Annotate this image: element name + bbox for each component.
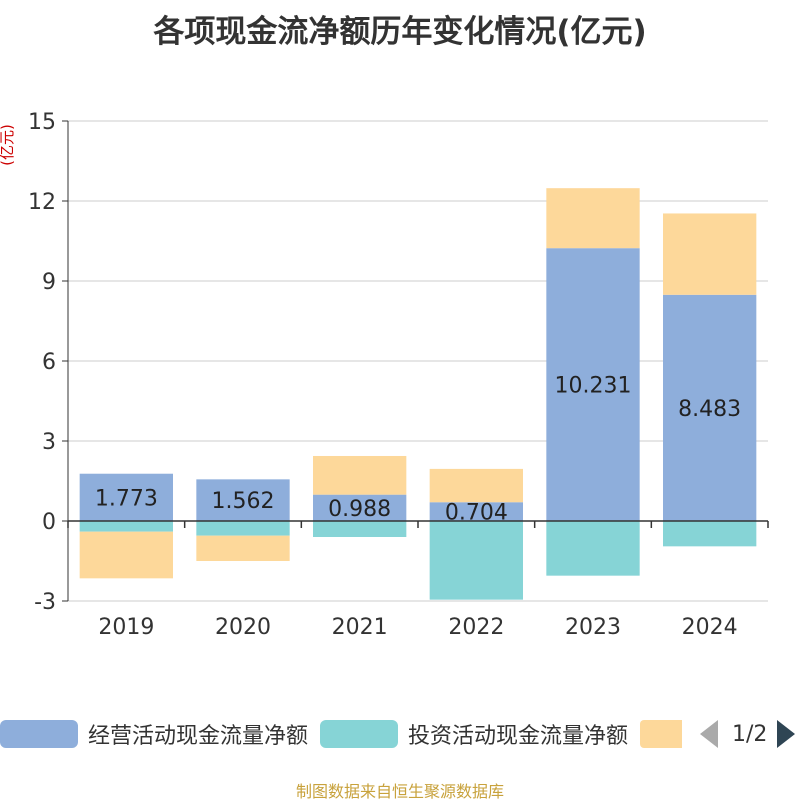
chevron-right-icon[interactable] (777, 720, 796, 748)
x-tick-label: 2021 (332, 615, 388, 640)
chart-plot: -3 0 3 6 9 12 15 (亿元) 2019 2020 2021 2022 2023 2024 1… (0, 110, 769, 640)
data-label: 8.483 (678, 397, 741, 422)
legend-item-operating[interactable]: 经营活动现金流量净额 (0, 716, 308, 752)
bar-2019-series-2 (79, 531, 173, 579)
data-label: 1.562 (212, 489, 275, 514)
y-tick-label: 0 (42, 510, 56, 535)
bar-2021-series-1 (313, 521, 407, 537)
bar-2019-series-0 (79, 473, 173, 521)
bar-2024-series-0 (663, 294, 757, 521)
y-tick-label: 9 (42, 270, 56, 295)
x-tick-label: 2022 (448, 615, 504, 640)
y-tick-label: -3 (34, 590, 56, 615)
legend-item-investing[interactable]: 投资活动现金流量净额 (320, 716, 628, 752)
y-tick-label: 6 (42, 350, 56, 375)
chart-title: 各项现金流净额历年变化情况(亿元) (153, 14, 647, 50)
y-tick-label: 3 (42, 430, 56, 455)
data-label: 10.231 (555, 374, 632, 399)
legend-page-indicator: 1/2 (732, 721, 768, 747)
bar-2020-series-0 (196, 479, 290, 521)
legend-pager: 1/2 (700, 716, 796, 752)
legend-label-investing: 投资活动现金流量净额 (408, 724, 629, 749)
legend-swatch-investing (320, 720, 398, 748)
bar-2022-series-2 (429, 468, 523, 503)
bar-2021-series-0 (313, 494, 407, 521)
legend-item-third[interactable] (640, 716, 682, 752)
y-axis-label: (亿元) (0, 124, 16, 166)
legend-swatch-operating (0, 720, 78, 748)
bar-2022-series-0 (429, 502, 523, 521)
source-note: 制图数据来自恒生聚源数据库 (295, 782, 504, 801)
data-label: 0.704 (445, 501, 508, 526)
bar-2023-series-0 (546, 248, 640, 521)
data-label: 1.773 (95, 486, 158, 511)
legend: 经营活动现金流量净额 投资活动现金流量净额 1/2 (0, 716, 800, 752)
y-tick-label: 15 (28, 110, 56, 135)
bar-2023-series-2 (546, 188, 640, 249)
legend-label-operating: 经营活动现金流量净额 (88, 724, 309, 749)
legend-swatch-third (640, 720, 682, 748)
y-tick-label: 12 (28, 190, 56, 215)
bar-2021-series-2 (313, 455, 407, 495)
x-tick-label: 2023 (565, 615, 621, 640)
bar-2019-series-1 (79, 521, 173, 532)
bar-2023-series-1 (546, 521, 640, 576)
data-label: 0.988 (328, 497, 391, 522)
chevron-left-icon[interactable] (700, 720, 718, 748)
x-tick-label: 2020 (215, 615, 271, 640)
bar-2024-series-1 (663, 521, 757, 547)
x-tick-label: 2024 (682, 615, 738, 640)
x-tick-label: 2019 (98, 615, 154, 640)
bar-2022-series-1 (429, 521, 523, 600)
bar-2020-series-2 (196, 535, 290, 561)
bar-2020-series-1 (196, 521, 290, 536)
bar-2024-series-2 (663, 213, 757, 295)
